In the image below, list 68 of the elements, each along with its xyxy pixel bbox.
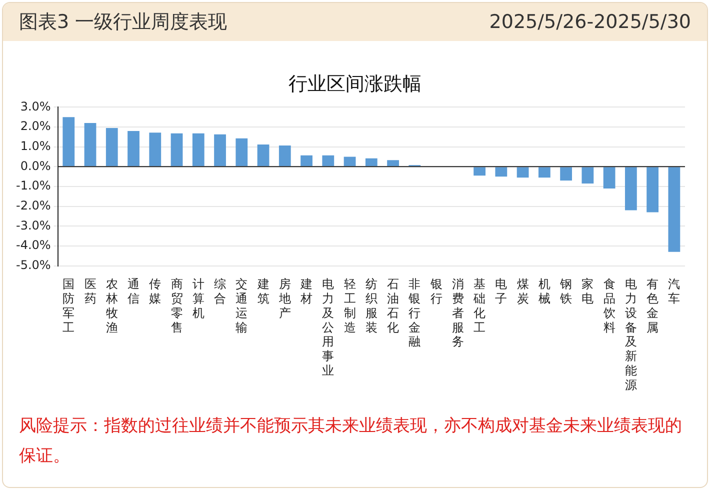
bar xyxy=(278,145,291,166)
bar xyxy=(516,167,529,178)
text: 图表3 一级行业周度表现 xyxy=(19,10,228,35)
x-tick-label: 电力设备及新能源 xyxy=(624,277,637,392)
text: 风险提示：指数的过往业绩并不能预示其未来业绩表现，亦不构成对基金未来业绩表现的保证。 xyxy=(18,415,683,468)
y-tick-label: 0.0% xyxy=(20,158,51,173)
y-tick-label: 3.0% xyxy=(20,99,51,114)
x-tick-label: 农林牧渔 xyxy=(104,277,118,334)
x-tick-label: 纺织服装 xyxy=(365,277,378,334)
x-tick-label: 交通运输 xyxy=(236,277,248,334)
bar xyxy=(236,138,248,166)
bar xyxy=(365,158,378,166)
x-tick-label: 电子 xyxy=(495,277,508,306)
y-tick-label: -3.0% xyxy=(16,218,51,232)
y-tick-label: -5.0% xyxy=(16,258,51,272)
x-tick-label: 建材 xyxy=(300,277,313,306)
x-tick-label: 消费者服务 xyxy=(452,277,464,349)
y-tick-label: -2.0% xyxy=(16,198,51,212)
x-tick-label: 通信 xyxy=(128,277,140,306)
bar xyxy=(560,167,572,181)
bar xyxy=(192,133,204,166)
x-tick-label: 基础化工 xyxy=(472,277,486,334)
bar xyxy=(322,155,334,166)
x-tick-label: 钢铁 xyxy=(559,277,572,306)
x-tick-label: 建筑 xyxy=(256,277,270,306)
bar xyxy=(62,117,75,166)
bar xyxy=(387,160,399,166)
x-tick-label: 有色金属 xyxy=(646,277,659,334)
x-tick-label: 机械 xyxy=(538,277,550,306)
x-tick-label: 传媒 xyxy=(149,277,162,306)
bar xyxy=(106,128,118,166)
bar xyxy=(214,134,226,166)
x-tick-label: 汽车 xyxy=(668,277,680,306)
x-tick-label: 医药 xyxy=(84,277,96,306)
bar xyxy=(149,132,162,166)
y-tick-label: -4.0% xyxy=(16,238,51,252)
y-tick-label: -1.0% xyxy=(16,178,51,193)
x-tick-label: 石油石化 xyxy=(387,277,400,334)
bar xyxy=(582,167,594,184)
bar xyxy=(646,167,659,212)
text: 2025/5/26-2025/5/30 xyxy=(489,11,691,33)
chart-title: 行业区间涨跌幅 xyxy=(288,72,422,97)
bar xyxy=(300,155,312,166)
x-tick-label: 电力及公用事业 xyxy=(322,277,334,378)
bar xyxy=(128,130,140,166)
x-tick-label: 煤炭 xyxy=(516,277,529,306)
bar xyxy=(538,167,550,178)
x-tick-label: 计算机 xyxy=(192,277,204,320)
bar xyxy=(624,167,637,210)
x-tick-label: 综合 xyxy=(214,277,226,306)
bar xyxy=(257,144,270,166)
x-tick-label: 国防军工 xyxy=(62,277,75,334)
x-tick-label: 食品饮料 xyxy=(602,277,616,334)
bar xyxy=(344,156,356,166)
x-tick-label: 非银行金融 xyxy=(408,277,421,349)
bar xyxy=(170,133,183,166)
bar xyxy=(84,123,96,166)
y-tick-label: 1.0% xyxy=(20,138,51,153)
bar xyxy=(668,167,680,252)
x-tick-label: 商贸零售 xyxy=(170,277,183,334)
x-tick-label: 轻工制造 xyxy=(344,277,356,334)
bar xyxy=(495,167,508,177)
x-tick-label: 房地产 xyxy=(278,277,291,320)
bar xyxy=(474,167,486,176)
bar xyxy=(603,167,616,188)
x-tick-label: 家电 xyxy=(582,277,594,306)
x-tick-label: 银行 xyxy=(429,277,442,306)
y-tick-label: 2.0% xyxy=(20,119,51,134)
